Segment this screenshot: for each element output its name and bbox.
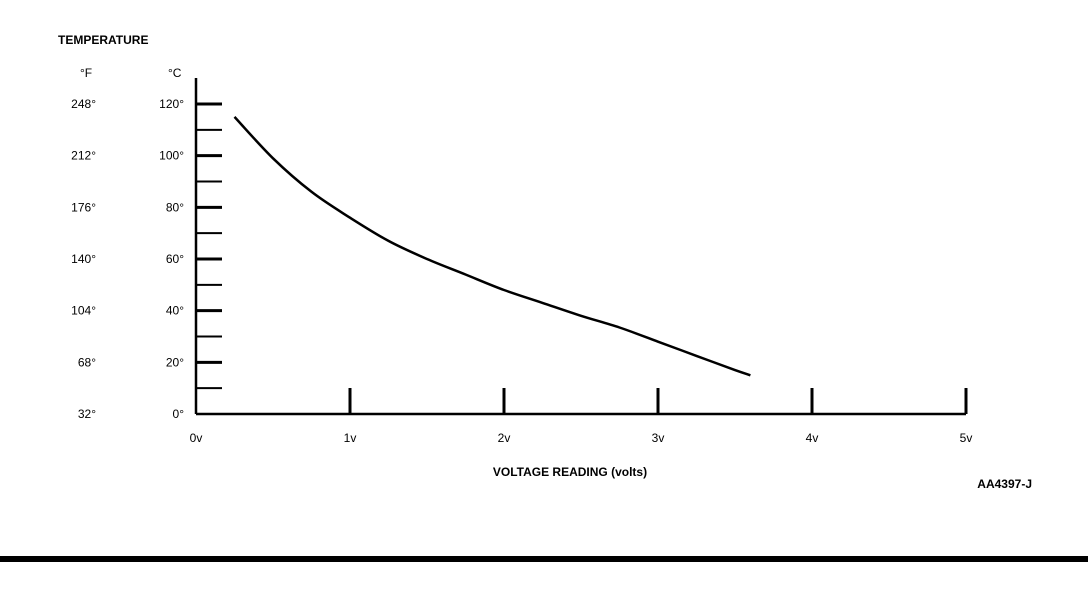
- y-tick-label-fahrenheit: 248°: [71, 97, 96, 111]
- x-tick-label: 1v: [344, 431, 357, 445]
- y-tick-label-fahrenheit: 140°: [71, 252, 96, 266]
- figure-id-label: AA4397-J: [977, 477, 1032, 491]
- y-tick-label-fahrenheit: 176°: [71, 200, 96, 214]
- fahrenheit-header: °F: [80, 66, 92, 80]
- x-axis-label: VOLTAGE READING (volts): [493, 465, 647, 479]
- y-tick-label-celsius: 80°: [166, 200, 184, 214]
- y-tick-label-celsius: 40°: [166, 304, 184, 318]
- y-tick-label-celsius: 60°: [166, 252, 184, 266]
- x-axis-ticks: 0v 1v 2v 3v 4v 5v: [190, 388, 973, 445]
- x-tick-label: 3v: [652, 431, 665, 445]
- y-axis-ticks: 0° 32° 20° 68° 40° 104° 60° 140° 80° 176° 100° 212°…: [71, 97, 222, 421]
- y-tick-label-fahrenheit: 212°: [71, 149, 96, 163]
- x-tick-label: 0v: [190, 431, 203, 445]
- y-tick-label-fahrenheit: 104°: [71, 304, 96, 318]
- y-tick-label-celsius: 100°: [159, 149, 184, 163]
- series-group: [233, 116, 751, 377]
- horizontal-rule: [0, 556, 1088, 562]
- temperature-voltage-chart: TEMPERATURE °F °C 0° 32° 20° 68° 40° 104° 60° 1…: [58, 33, 1032, 491]
- y-tick-label-fahrenheit: 32°: [78, 407, 96, 421]
- y-tick-label-celsius: 120°: [159, 97, 184, 111]
- chart-title: TEMPERATURE: [58, 33, 148, 47]
- celsius-header: °C: [168, 66, 182, 80]
- series-line: [233, 116, 751, 377]
- x-tick-label: 5v: [960, 431, 973, 445]
- y-tick-label-fahrenheit: 68°: [78, 355, 96, 369]
- x-tick-label: 2v: [498, 431, 511, 445]
- y-tick-label-celsius: 0°: [173, 407, 185, 421]
- y-tick-label-celsius: 20°: [166, 355, 184, 369]
- x-tick-label: 4v: [806, 431, 819, 445]
